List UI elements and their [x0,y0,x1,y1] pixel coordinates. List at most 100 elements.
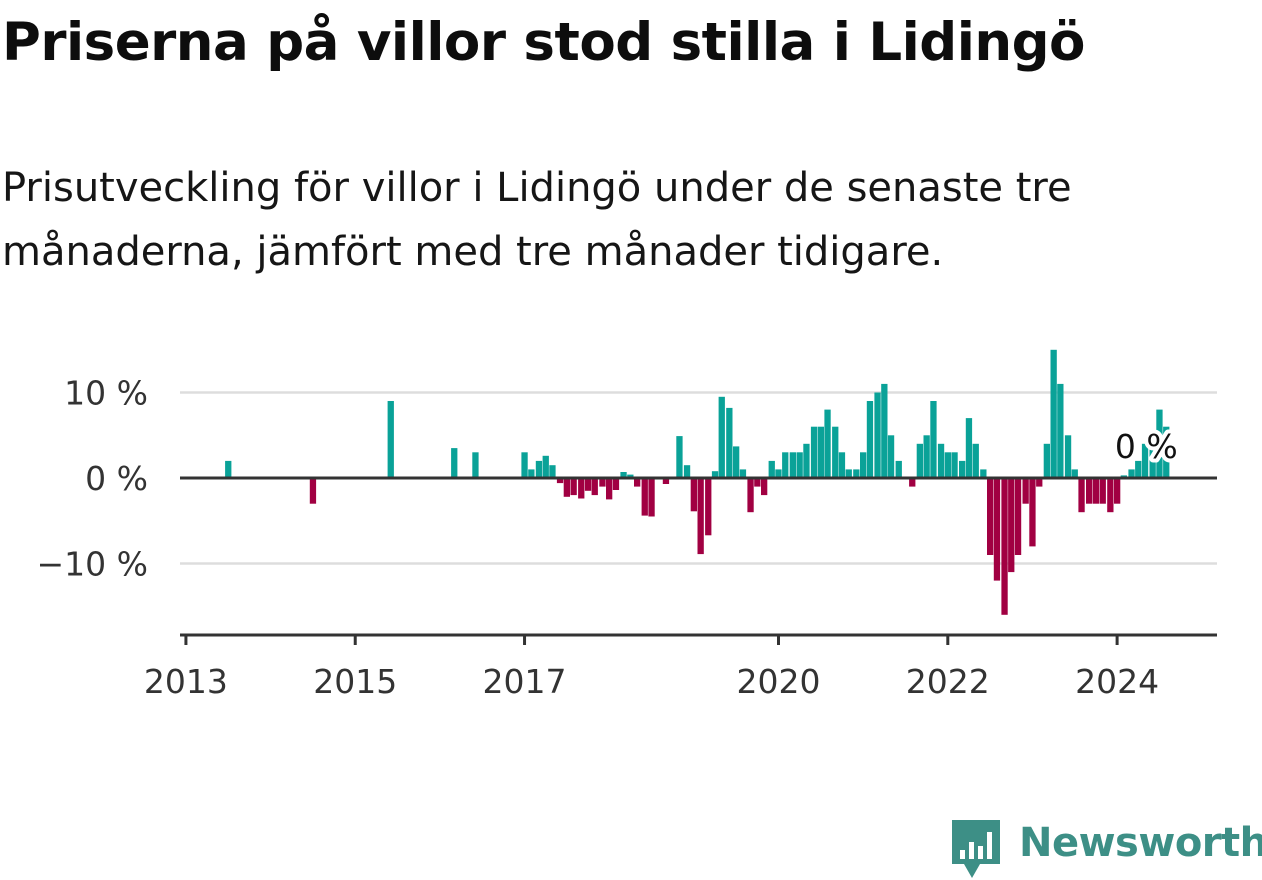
bar [634,478,641,487]
bar-chart: 10 % 0 % −10 % 2013 2015 2017 2020 2022 2024 0 … [37,349,1217,700]
bar [676,436,683,478]
bar [451,448,458,478]
bar [1014,478,1022,555]
bar [832,426,839,478]
bar [584,478,592,491]
bar [909,478,916,487]
bar [761,478,768,496]
bar [535,460,543,478]
x-tick-label: 2022 [906,662,990,700]
bar [726,407,733,478]
chart-subtitle: Prisutveckling för villor i Lidingö unde… [2,165,1072,275]
bar [1008,478,1015,573]
bar [690,478,697,512]
bar [860,452,867,478]
bar [1128,469,1135,478]
bar [606,478,613,500]
x-tick-label: 2013 [144,662,228,700]
bar [972,443,979,478]
bar [1071,469,1078,478]
bar [775,469,782,478]
bar [697,478,704,555]
bar [937,443,945,478]
bar [959,460,966,478]
bar [648,478,655,517]
bar [817,426,824,478]
bar [1001,478,1008,615]
y-tick-label: 0 % [85,459,148,498]
bar [1036,478,1043,487]
bar [789,452,796,478]
bar [578,478,585,499]
bar [620,472,627,478]
bar [570,478,577,496]
bar [803,443,810,478]
bar [662,478,670,484]
bar [1092,478,1100,504]
bar [521,452,528,478]
bar [599,478,606,487]
bar [711,471,719,478]
bar [387,401,394,478]
bar [591,478,598,496]
bar [556,478,564,484]
latest-value-label: 0 % [1115,427,1178,466]
bar [739,469,747,478]
bar [542,455,549,478]
bar [705,478,712,536]
bar [845,469,852,478]
bar [309,478,317,504]
bar [1050,349,1057,479]
bar [1064,435,1072,479]
y-tick-label: −10 % [37,545,149,584]
bar [747,478,754,513]
bar [1149,435,1156,479]
bar [895,460,902,478]
bar [782,452,789,478]
bar [733,446,740,478]
bar [951,452,958,478]
bar [528,469,535,478]
bar [987,478,994,555]
bar [838,452,846,478]
x-tick-label: 2020 [737,662,821,700]
y-axis: 10 % 0 % −10 % [37,374,149,584]
bar [563,478,570,497]
chart-title: Priserna på villor stod stilla i Lidingö [2,12,1085,73]
bar [472,452,479,478]
bar [1156,409,1163,478]
bar [1086,478,1093,504]
bar [627,474,634,478]
bar [1099,478,1106,504]
bar [1141,443,1149,478]
bar [810,426,818,478]
bar [980,469,987,478]
bar [1163,426,1170,478]
x-tick-label: 2024 [1075,662,1159,700]
bar [866,401,874,478]
gridlines [180,391,1217,565]
bar [768,460,775,478]
bar [1135,460,1142,478]
bar [1057,383,1064,478]
y-tick-label: 10 % [64,374,148,413]
bar-series [225,349,1170,615]
bar [718,396,725,478]
bar [887,435,895,479]
bar [1043,443,1050,478]
x-axis: 2013 2015 2017 2020 2022 2024 [144,633,1217,700]
bar [930,401,937,478]
bar [549,465,556,478]
brand-name: Newsworthy [1019,820,1262,866]
bar [1022,478,1029,504]
bar [1078,478,1085,513]
bar [965,418,973,478]
bar [824,409,831,478]
bar [853,469,860,478]
bar [916,443,923,478]
bar [944,452,951,478]
bar [874,392,881,478]
bar [225,460,232,478]
bar [993,478,1001,581]
bar [1029,478,1036,547]
